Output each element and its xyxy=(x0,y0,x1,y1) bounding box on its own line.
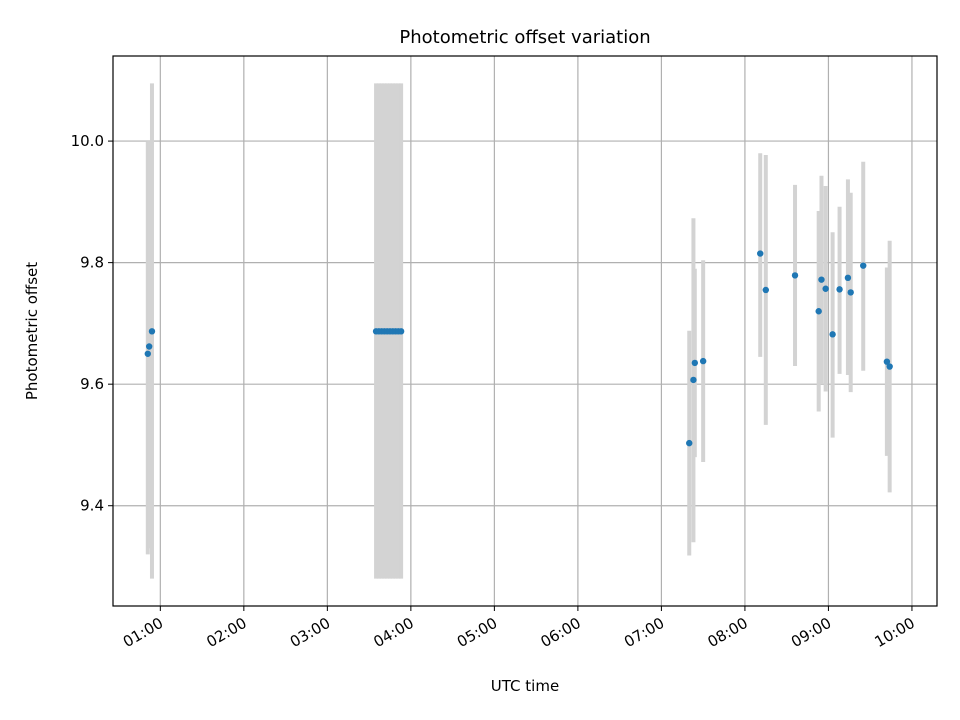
data-point xyxy=(686,439,693,447)
data-point xyxy=(762,286,769,294)
data-point xyxy=(691,359,699,367)
data-point xyxy=(844,274,852,282)
data-point xyxy=(822,285,829,292)
x-axis-label: UTC time xyxy=(491,677,559,695)
data-point xyxy=(144,350,151,357)
data-point xyxy=(690,376,697,384)
y-tick-label: 10.0 xyxy=(71,132,104,150)
data-point xyxy=(397,328,405,335)
data-point xyxy=(883,358,891,365)
data-point xyxy=(829,331,836,338)
data-point xyxy=(818,276,825,283)
y-tick-label: 9.8 xyxy=(80,254,104,272)
data-point xyxy=(145,343,153,350)
data-point xyxy=(757,250,764,257)
y-axis-label: Photometric offset xyxy=(23,262,41,400)
data-points xyxy=(144,250,893,447)
chart-title: Photometric offset variation xyxy=(399,27,650,48)
y-axis-ticks: 9.4 9.6 9.8 10.0 xyxy=(71,132,113,515)
y-tick-label: 9.4 xyxy=(80,497,104,515)
data-point xyxy=(791,272,799,279)
data-point xyxy=(699,357,707,365)
data-point xyxy=(836,286,843,293)
plot-frame xyxy=(112,55,938,607)
data-point xyxy=(886,363,893,370)
grid-lines xyxy=(113,56,937,606)
data-point xyxy=(860,262,867,269)
y-tick-label: 9.6 xyxy=(80,375,104,393)
data-point xyxy=(847,289,854,296)
data-point xyxy=(148,328,156,335)
data-point xyxy=(815,308,822,315)
